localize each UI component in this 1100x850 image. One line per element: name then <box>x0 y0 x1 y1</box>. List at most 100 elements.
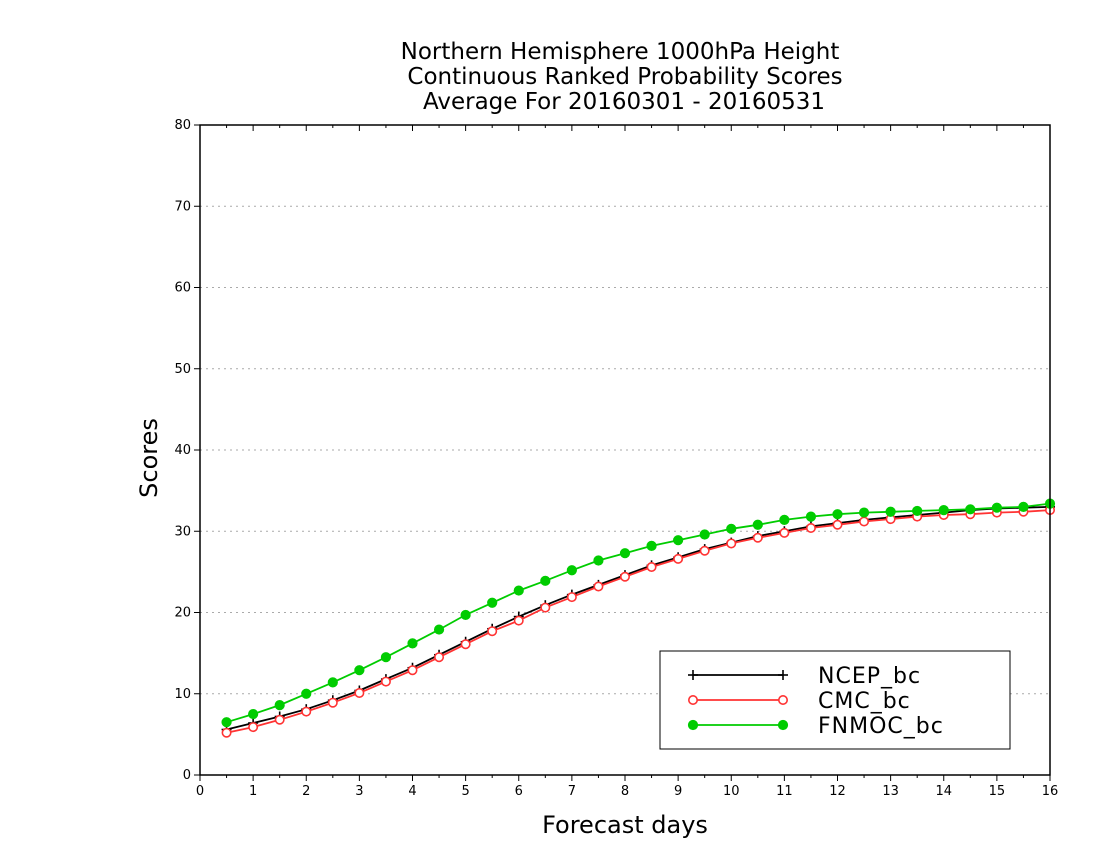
data-point-FNMOC_bc <box>885 506 896 517</box>
legend-marker-NCEP_bc <box>688 670 698 680</box>
data-point-FNMOC_bc <box>513 585 524 596</box>
plot-frame <box>199 124 1051 776</box>
data-point-CMC_bc <box>832 519 843 530</box>
data-point-FNMOC_bc <box>938 505 949 516</box>
data-point-CMC_bc <box>540 602 551 613</box>
data-point-CMC_bc <box>301 706 312 717</box>
data-point-CMC_bc <box>859 516 870 527</box>
legend-marker-FNMOC_bc <box>687 719 699 731</box>
y-tick-label: 50 <box>174 362 191 377</box>
legend-marker-NCEP_bc <box>778 670 788 680</box>
data-point-CMC_bc <box>805 522 816 533</box>
data-point-CMC_bc <box>619 571 630 582</box>
data-point-FNMOC_bc <box>965 504 976 515</box>
legend-label-NCEP_bc: NCEP_bc <box>818 664 921 689</box>
data-point-CMC_bc <box>434 652 445 663</box>
legend-marker-CMC_bc <box>687 694 698 705</box>
data-point-CMC_bc <box>779 527 790 538</box>
data-point-FNMOC_bc <box>487 597 498 608</box>
data-point-FNMOC_bc <box>832 509 843 520</box>
data-point-FNMOC_bc <box>540 575 551 586</box>
data-point-CMC_bc <box>327 697 338 708</box>
data-point-FNMOC_bc <box>699 529 710 540</box>
data-point-FNMOC_bc <box>566 565 577 576</box>
data-point-FNMOC_bc <box>858 507 870 518</box>
x-tick-label: 7 <box>568 784 576 799</box>
data-point-FNMOC_bc <box>752 519 763 530</box>
data-point-FNMOC_bc <box>460 609 471 621</box>
data-point-FNMOC_bc <box>779 514 790 525</box>
x-tick-label: 6 <box>515 784 523 799</box>
x-tick-label: 13 <box>882 784 899 799</box>
data-point-FNMOC_bc <box>991 502 1002 513</box>
data-point-FNMOC_bc <box>327 677 338 688</box>
chart-title-line-1: Northern Hemisphere 1000hPa Height <box>401 39 840 65</box>
data-point-CMC_bc <box>274 714 285 725</box>
data-point-CMC_bc <box>407 665 418 676</box>
y-tick-label: 40 <box>174 443 191 458</box>
data-point-FNMOC_bc <box>433 624 445 635</box>
data-point-FNMOC_bc <box>380 652 392 663</box>
x-tick-label: 9 <box>674 784 682 799</box>
x-tick-label: 12 <box>829 784 846 799</box>
data-point-FNMOC_bc <box>646 540 657 551</box>
data-point-FNMOC_bc <box>248 708 259 720</box>
data-point-CMC_bc <box>673 553 684 564</box>
x-axis-label: Forecast days <box>542 811 708 839</box>
data-point-CMC_bc <box>354 687 365 698</box>
x-tick-label: 10 <box>723 784 740 799</box>
legend-label-FNMOC_bc: FNMOC_bc <box>818 714 944 739</box>
data-point-CMC_bc <box>460 639 471 650</box>
data-point-FNMOC_bc <box>221 717 232 728</box>
x-tick-label: 11 <box>776 784 793 799</box>
chart-title-line-3: Average For 20160301 - 20160531 <box>423 89 825 115</box>
y-tick-label: 10 <box>174 687 191 702</box>
x-tick-label: 14 <box>935 784 952 799</box>
data-point-FNMOC_bc <box>673 535 684 546</box>
x-tick-label: 16 <box>1042 784 1059 799</box>
data-point-CMC_bc <box>566 592 577 603</box>
x-tick-label: 5 <box>461 784 469 799</box>
legend-marker-CMC_bc <box>777 694 788 705</box>
x-tick-label: 4 <box>408 784 416 799</box>
data-point-CMC_bc <box>380 676 391 687</box>
data-point-CMC_bc <box>646 561 657 572</box>
data-point-CMC_bc <box>487 626 498 637</box>
data-point-CMC_bc <box>726 538 737 549</box>
y-tick-label: 70 <box>174 199 191 214</box>
x-tick-label: 1 <box>249 784 257 799</box>
data-point-CMC_bc <box>221 727 232 738</box>
legend-label-CMC_bc: CMC_bc <box>818 689 911 714</box>
legend-marker-FNMOC_bc <box>777 719 789 731</box>
data-point-FNMOC_bc <box>354 665 365 676</box>
series-layer <box>221 498 1056 738</box>
data-point-FNMOC_bc <box>274 700 285 711</box>
y-tick-label: 0 <box>183 768 191 783</box>
y-tick-label: 80 <box>174 118 191 133</box>
data-point-FNMOC_bc <box>1018 501 1029 512</box>
data-point-FNMOC_bc <box>726 523 737 534</box>
series-FNMOC_bc <box>221 498 1056 728</box>
data-point-CMC_bc <box>752 532 763 543</box>
data-point-FNMOC_bc <box>805 511 817 522</box>
data-point-CMC_bc <box>513 615 524 626</box>
data-point-CMC_bc <box>248 722 259 733</box>
data-point-FNMOC_bc <box>619 548 631 559</box>
y-tick-label: 20 <box>174 606 191 621</box>
gridlines <box>200 205 1050 695</box>
data-point-CMC_bc <box>699 545 710 556</box>
y-tick-label: 30 <box>174 524 191 539</box>
data-point-FNMOC_bc <box>407 638 418 649</box>
data-point-FNMOC_bc <box>912 505 923 517</box>
chart-title: Northern Hemisphere 1000hPa Height Conti… <box>401 39 843 115</box>
chart-title-line-2: Continuous Ranked Probability Scores <box>407 64 842 90</box>
x-tick-label: 3 <box>355 784 363 799</box>
x-tick-label: 2 <box>302 784 310 799</box>
y-axis-label: Scores <box>135 418 163 498</box>
data-point-FNMOC_bc <box>593 555 604 566</box>
x-tick-label: 15 <box>989 784 1006 799</box>
x-tick-label: 8 <box>621 784 629 799</box>
